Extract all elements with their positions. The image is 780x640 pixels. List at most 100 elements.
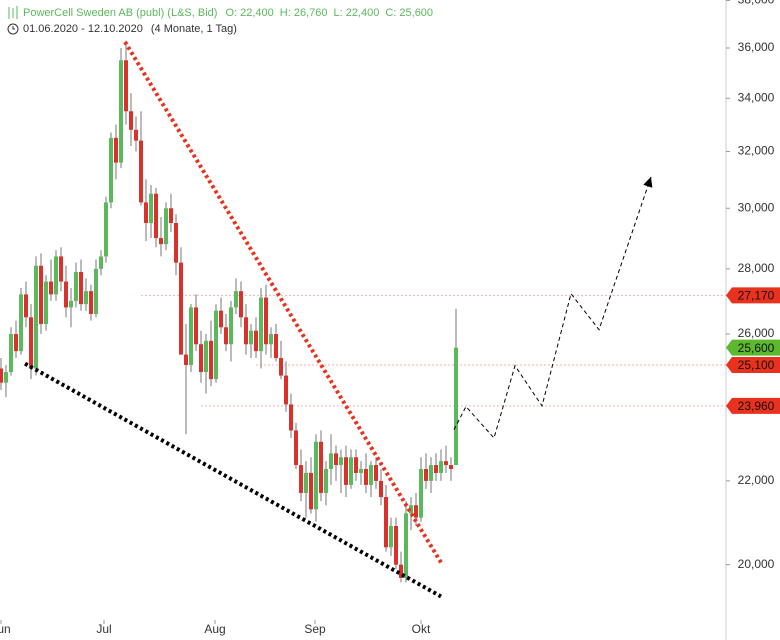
candle-body: [74, 272, 78, 301]
candle-body: [114, 137, 118, 163]
forecast-arrowhead: [643, 176, 653, 188]
candle-body: [394, 525, 398, 565]
candle-body: [424, 468, 428, 481]
y-tick-label: 28,000: [738, 261, 775, 275]
candle-body: [169, 208, 173, 224]
candle-body: [269, 334, 273, 345]
last-price-tag: [726, 339, 780, 356]
trendline: [123, 40, 443, 564]
candle-body: [289, 404, 293, 431]
candle-body: [174, 223, 178, 263]
candle-body: [364, 468, 368, 485]
level-tag-label: 27,170: [738, 289, 775, 303]
candle-body: [454, 347, 458, 466]
candle-body: [224, 327, 228, 345]
candle-body: [134, 129, 138, 141]
candle-body: [279, 358, 283, 376]
candle-body: [339, 457, 343, 466]
candle-body: [349, 457, 353, 485]
clock-hands: [12, 26, 15, 30]
candle-body: [369, 465, 373, 485]
candle-body: [129, 111, 133, 130]
level-tag-label: 25,100: [738, 358, 775, 372]
candle-body: [84, 291, 88, 305]
candle-body: [214, 310, 218, 380]
close: C: 25,600: [385, 7, 433, 19]
candle-body: [104, 202, 108, 257]
x-tick-label: Jun: [0, 622, 11, 636]
y-tick-label: 34,000: [738, 90, 775, 104]
candle-body: [254, 330, 258, 352]
candle-body: [159, 238, 163, 245]
y-tick-label: 30,000: [738, 200, 775, 214]
candle-body: [34, 265, 38, 369]
candle-body: [54, 256, 58, 295]
candle-body: [209, 340, 213, 380]
low: L: 22,400: [333, 7, 379, 19]
forecast-path: [453, 176, 652, 440]
x-tick-label: Aug: [204, 622, 225, 636]
candle-body: [139, 140, 143, 203]
candle-body: [334, 453, 338, 466]
open: O: 22,400: [225, 7, 273, 19]
last-price-tag-label: 25,600: [738, 341, 775, 355]
candle-body: [389, 525, 393, 548]
candle-body: [164, 208, 168, 245]
candle-body: [449, 465, 453, 469]
candle-body: [39, 265, 43, 324]
candle-body: [314, 441, 318, 510]
candle-body: [384, 497, 388, 548]
candle-body: [79, 272, 83, 305]
candle-body: [154, 193, 158, 239]
candle-body: [264, 297, 268, 345]
duration: (4 Monate, 1 Tag): [151, 23, 237, 35]
candle-body: [444, 461, 448, 466]
candle-body: [284, 375, 288, 405]
level-tag: [726, 357, 780, 374]
candle-body: [9, 334, 13, 373]
candle-body: [204, 340, 208, 373]
clock-icon: [7, 23, 19, 35]
candle-body: [344, 457, 348, 485]
candle-body: [69, 300, 73, 308]
candle-body: [14, 334, 18, 352]
candle-body: [419, 468, 423, 518]
candle-body: [184, 354, 188, 366]
x-tick-label: Okt: [412, 622, 431, 636]
candle-body: [24, 294, 28, 318]
candle-body: [239, 291, 243, 318]
candle-body: [234, 291, 238, 308]
candle-body: [324, 468, 328, 493]
candle-body: [59, 256, 63, 282]
candle-body: [249, 330, 253, 345]
candle-body: [244, 317, 248, 345]
candle-body: [89, 291, 93, 314]
range: 01.06.2020 - 12.10.2020: [23, 23, 143, 35]
level-tag: [726, 287, 780, 304]
candle-body: [354, 457, 358, 473]
candle-body: [294, 430, 298, 466]
y-tick-label: 36,000: [738, 40, 775, 54]
y-tick-label: 38,000: [738, 0, 775, 7]
candle-body: [299, 465, 303, 493]
level-tag-label: 23,960: [738, 399, 775, 413]
candle-body: [304, 472, 308, 493]
candle-body: [374, 465, 378, 481]
candle-body: [19, 294, 23, 352]
high: H: 26,760: [280, 7, 328, 19]
y-tick-label: 26,000: [738, 326, 775, 340]
y-tick-label: 32,000: [738, 144, 775, 158]
candle-body: [379, 480, 383, 498]
title: PowerCell Sweden AB (publ) (L&S, Bid): [23, 7, 217, 19]
candle-icon: [8, 6, 18, 19]
y-tick-label: 22,000: [738, 473, 775, 487]
candle-body: [199, 344, 203, 373]
candle-body: [194, 307, 198, 345]
candle-body: [399, 564, 403, 578]
candle-body: [49, 281, 53, 295]
candle-body: [124, 60, 128, 112]
header-line: PowerCell Sweden AB (publ) (L&S, Bid) O: …: [23, 7, 433, 19]
level-tag: [726, 397, 780, 414]
candle-body: [44, 281, 48, 324]
